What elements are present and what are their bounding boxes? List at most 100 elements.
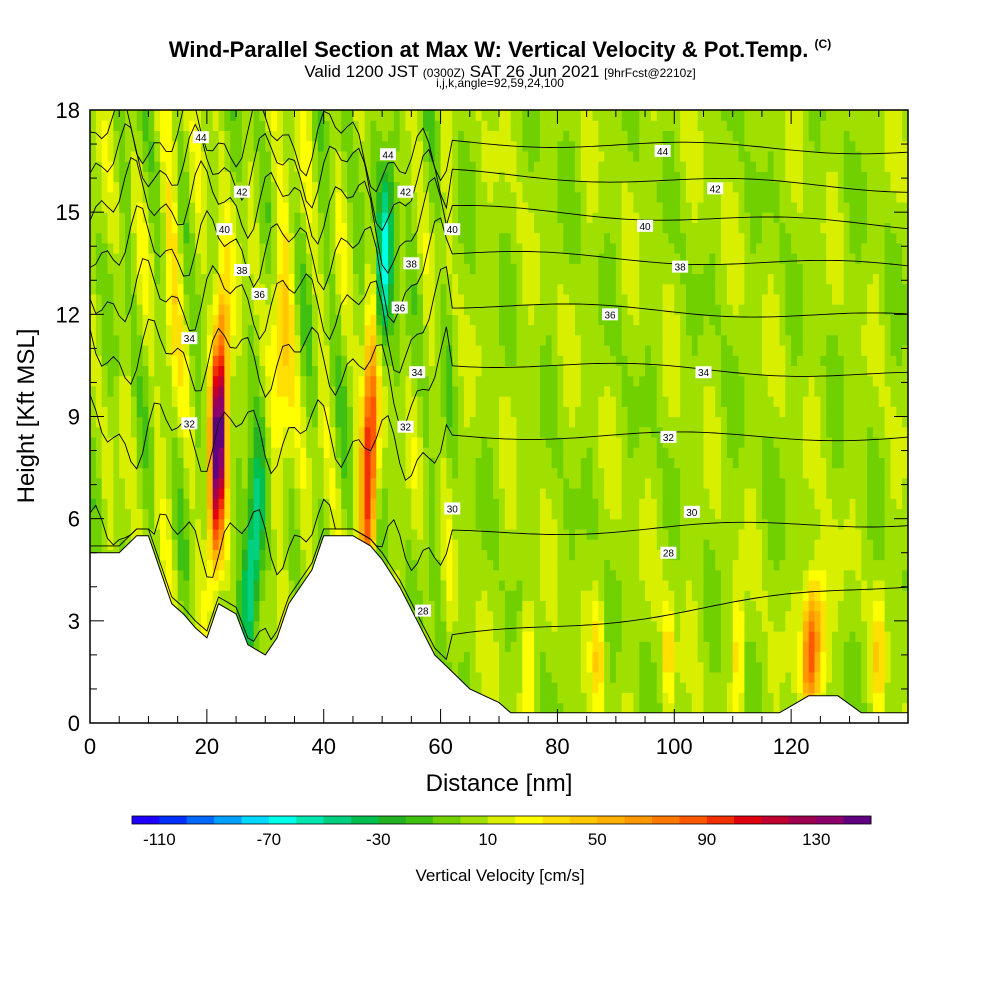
velocity-cell — [499, 334, 506, 346]
velocity-cell — [551, 579, 559, 591]
velocity-cell — [405, 232, 412, 244]
velocity-cell — [90, 477, 97, 489]
velocity-cell — [347, 457, 354, 469]
velocity-cell — [95, 171, 103, 183]
velocity-cell — [241, 110, 249, 121]
velocity-cell — [411, 314, 418, 326]
velocity-cell — [276, 334, 284, 346]
velocity-cell — [107, 528, 114, 540]
velocity-cell — [177, 406, 185, 418]
velocity-cell — [551, 457, 559, 469]
velocity-cell — [335, 110, 342, 121]
velocity-cell — [154, 120, 161, 132]
velocity-cell — [458, 590, 465, 601]
velocity-cell — [107, 304, 114, 315]
velocity-cell — [557, 191, 564, 203]
velocity-cell — [294, 283, 301, 295]
velocity-cell — [487, 283, 494, 295]
velocity-cell — [539, 181, 547, 193]
velocity-cell — [276, 600, 284, 612]
velocity-cell — [481, 334, 488, 346]
velocity-cell — [189, 344, 196, 356]
velocity-cell — [347, 232, 354, 244]
velocity-cell — [434, 600, 442, 612]
velocity-cell — [236, 436, 243, 448]
velocity-cell — [142, 222, 150, 234]
velocity-cell — [469, 263, 477, 275]
velocity-cell — [160, 232, 167, 244]
velocity-cell — [294, 130, 301, 142]
velocity-cell — [218, 549, 225, 561]
velocity-cell — [545, 385, 553, 397]
velocity-cell — [569, 508, 576, 520]
velocity-cell — [563, 579, 570, 591]
velocity-cell — [446, 631, 453, 642]
velocity-cell — [563, 365, 570, 377]
velocity-cell — [195, 579, 202, 591]
velocity-cell — [294, 181, 301, 193]
velocity-cell — [440, 273, 448, 285]
velocity-cell — [312, 130, 319, 142]
velocity-cell — [417, 283, 424, 295]
velocity-cell — [440, 641, 448, 653]
velocity-cell — [499, 488, 506, 499]
velocity-cell — [522, 610, 529, 622]
velocity-cell — [569, 406, 576, 418]
velocity-cell — [347, 263, 354, 275]
velocity-cell — [522, 181, 529, 193]
velocity-cell — [516, 334, 523, 346]
velocity-cell — [534, 641, 541, 653]
velocity-cell — [317, 253, 325, 264]
velocity-cell — [212, 283, 220, 295]
velocity-cell — [171, 385, 179, 397]
velocity-cell — [341, 273, 348, 285]
velocity-cell — [428, 610, 436, 622]
velocity-cell — [574, 682, 582, 693]
velocity-cell — [317, 426, 325, 438]
velocity-cell — [154, 140, 161, 152]
velocity-cell — [195, 498, 202, 510]
velocity-cell — [195, 375, 202, 387]
velocity-cell — [90, 120, 97, 132]
velocity-cell — [563, 498, 570, 510]
velocity-cell — [382, 253, 389, 264]
velocity-cell — [276, 385, 284, 397]
velocity-cell — [189, 396, 196, 407]
velocity-cell — [271, 590, 278, 601]
velocity-cell — [95, 161, 103, 172]
velocity-cell — [423, 222, 430, 234]
velocity-cell — [265, 222, 272, 234]
velocity-cell — [499, 651, 506, 663]
velocity-cell — [557, 334, 564, 346]
velocity-cell — [393, 518, 401, 530]
velocity-cell — [218, 436, 225, 448]
velocity-cell — [130, 293, 138, 305]
velocity-cell — [306, 242, 313, 254]
velocity-cell — [171, 426, 179, 438]
velocity-cell — [113, 416, 120, 428]
velocity-cell — [165, 324, 173, 336]
velocity-cell — [469, 344, 477, 356]
velocity-cell — [142, 263, 150, 275]
velocity-cell — [206, 334, 214, 346]
velocity-cell — [493, 539, 500, 550]
velocity-cell — [534, 436, 541, 448]
velocity-cell — [189, 161, 196, 172]
velocity-cell — [428, 385, 436, 397]
velocity-cell — [271, 283, 278, 295]
velocity-cell — [335, 457, 342, 469]
velocity-cell — [265, 344, 272, 356]
velocity-cell — [201, 539, 208, 550]
velocity-cell — [241, 447, 249, 458]
velocity-cell — [224, 314, 231, 326]
velocity-cell — [516, 171, 523, 183]
velocity-cell — [493, 559, 500, 571]
velocity-cell — [130, 222, 138, 234]
velocity-cell — [247, 457, 255, 469]
velocity-cell — [487, 692, 494, 704]
velocity-cell — [335, 232, 342, 244]
velocity-cell — [90, 406, 97, 418]
velocity-cell — [499, 661, 506, 673]
velocity-cell — [183, 212, 190, 223]
velocity-cell — [101, 110, 109, 121]
